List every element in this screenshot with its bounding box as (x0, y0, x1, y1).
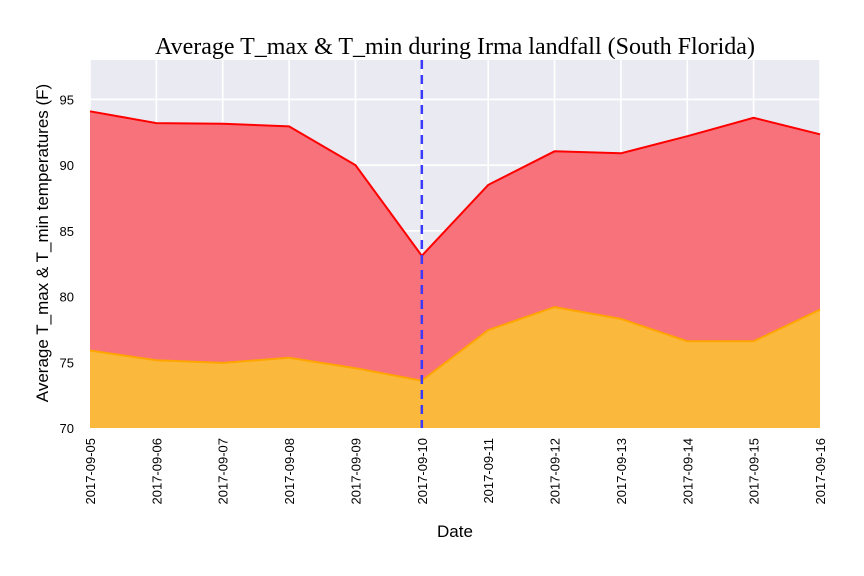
y-tick-label: 85 (60, 224, 74, 239)
x-axis-label: Date (437, 522, 473, 541)
x-tick-label: 2017-09-09 (348, 438, 363, 505)
chart-title: Average T_max & T_min during Irma landfa… (155, 34, 755, 60)
y-tick-label: 80 (60, 290, 74, 305)
area-tmin (90, 307, 820, 428)
line-tmin (89, 306, 821, 382)
x-tick-label: 2017-09-10 (415, 438, 430, 505)
y-tick-label: 90 (60, 158, 74, 173)
x-tick-label: 2017-09-14 (680, 438, 695, 505)
x-tick-label: 2017-09-08 (282, 438, 297, 505)
x-tick-label: 2017-09-16 (813, 438, 828, 505)
line-tmax (89, 110, 821, 258)
x-tick-label: 2017-09-11 (481, 438, 496, 504)
y-axis-label: Average T_max & T_min temperatures (F) (33, 84, 52, 402)
y-axis-ticks: 70 75 80 85 90 95 (60, 92, 74, 436)
x-tick-label: 2017-09-12 (548, 438, 563, 505)
x-axis-ticks: 2017-09-05 2017-09-06 2017-09-07 2017-09-08… (83, 438, 828, 505)
x-tick-label: 2017-09-06 (149, 438, 164, 505)
x-tick-label: 2017-09-07 (216, 438, 231, 505)
x-tick-label: 2017-09-15 (747, 438, 762, 505)
x-tick-label: 2017-09-05 (83, 438, 98, 505)
x-tick-label: 2017-09-13 (614, 438, 629, 505)
y-tick-label: 75 (60, 355, 74, 370)
y-tick-label: 95 (60, 92, 74, 107)
data-points (89, 111, 821, 381)
y-tick-label: 70 (60, 421, 74, 436)
